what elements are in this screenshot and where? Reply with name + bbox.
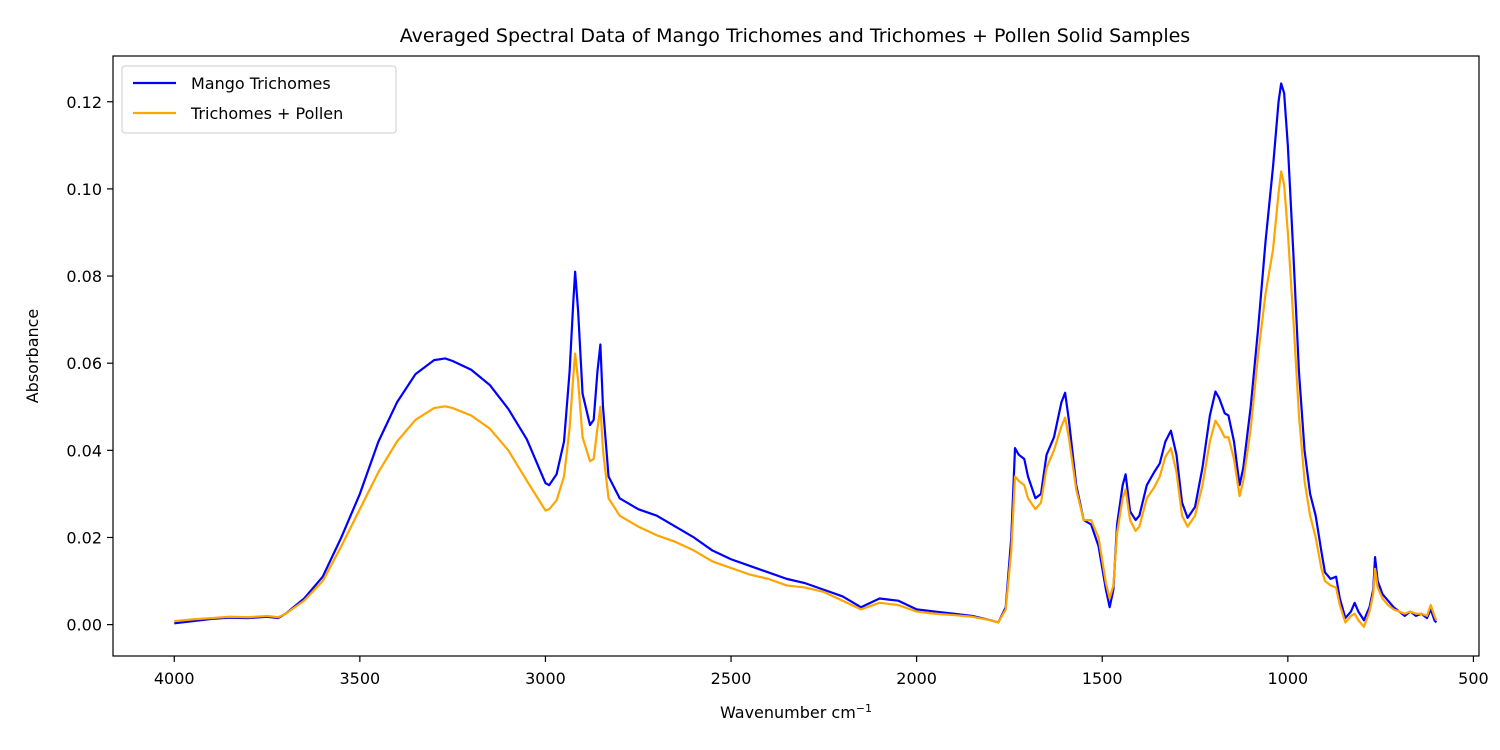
plot-frame <box>112 55 1480 657</box>
y-axis-label: Absorbance <box>23 309 42 404</box>
x-tick-label: 4000 <box>154 669 195 688</box>
series-line-mango-trichomes <box>174 82 1438 625</box>
x-tick-label: 3000 <box>525 669 566 688</box>
y-tick-label: 0.00 <box>66 616 102 635</box>
y-tick-label: 0.02 <box>66 528 102 547</box>
y-tick-label: 0.12 <box>66 93 102 112</box>
x-tick-label: 2500 <box>711 669 752 688</box>
x-tick-label: 3500 <box>339 669 380 688</box>
y-tick-label: 0.04 <box>66 441 102 460</box>
series-line-trichomes-pollen <box>174 170 1438 628</box>
series-layer <box>174 82 1438 628</box>
legend: Mango Trichomes Trichomes + Pollen <box>121 65 397 134</box>
x-tick-label: 500 <box>1458 669 1489 688</box>
legend-label-mango-trichomes: Mango Trichomes <box>191 74 331 93</box>
legend-box <box>121 65 397 134</box>
y-tick-label: 0.08 <box>66 267 102 286</box>
x-tick-label: 1500 <box>1082 669 1123 688</box>
legend-label-trichomes-pollen: Trichomes + Pollen <box>190 104 343 123</box>
x-tick-label: 1000 <box>1267 669 1308 688</box>
x-tick-label: 2000 <box>896 669 937 688</box>
chart-title: Averaged Spectral Data of Mango Trichome… <box>400 25 1190 47</box>
x-axis-ticks: 4000 3500 3000 2500 2000 1500 1000 500 <box>154 656 1489 688</box>
y-tick-label: 0.06 <box>66 354 102 373</box>
x-axis-label: Wavenumber cm−1 <box>720 702 872 722</box>
y-tick-label: 0.10 <box>66 180 102 199</box>
y-axis-ticks: 0.00 0.02 0.04 0.06 0.08 0.10 0.12 <box>66 93 113 635</box>
